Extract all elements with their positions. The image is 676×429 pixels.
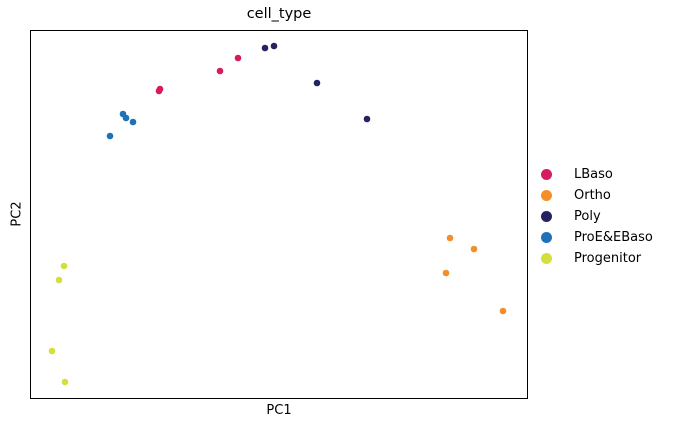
x-axis-label: PC1 (266, 403, 292, 418)
plot-area (30, 30, 528, 399)
data-point (442, 269, 450, 277)
legend: LBaso Ortho Poly ProE&EBaso Progenitor (541, 164, 653, 269)
y-axis-label: PC2 (9, 201, 25, 227)
legend-item-ortho: Ortho (541, 185, 653, 206)
data-point (270, 42, 278, 50)
data-point (313, 79, 321, 87)
legend-label: LBaso (574, 167, 613, 182)
data-point (55, 276, 63, 284)
data-point (216, 67, 224, 75)
legend-marker-icon (541, 211, 552, 222)
legend-label: Progenitor (574, 251, 642, 266)
data-point (129, 118, 137, 126)
data-point (60, 262, 68, 270)
data-point (106, 132, 114, 140)
legend-marker-icon (541, 169, 552, 180)
legend-marker-icon (541, 190, 552, 201)
data-point (61, 378, 69, 386)
data-point (234, 54, 242, 62)
data-point (363, 115, 371, 123)
legend-label: Ortho (574, 188, 611, 203)
data-point (261, 44, 269, 52)
legend-label: ProE&EBaso (574, 230, 653, 245)
data-point (470, 245, 478, 253)
legend-marker-icon (541, 253, 552, 264)
legend-label: Poly (574, 209, 601, 224)
data-point (499, 307, 507, 315)
legend-item-proe-ebaso: ProE&EBaso (541, 227, 653, 248)
data-point (156, 85, 164, 93)
scatter-points (48, 42, 507, 386)
data-point (446, 234, 454, 242)
data-point (48, 347, 56, 355)
legend-item-progenitor: Progenitor (541, 248, 653, 269)
legend-item-lbaso: LBaso (541, 164, 653, 185)
data-point (122, 114, 130, 122)
legend-item-poly: Poly (541, 206, 653, 227)
chart-title: cell_type (246, 6, 312, 22)
legend-marker-icon (541, 232, 552, 243)
